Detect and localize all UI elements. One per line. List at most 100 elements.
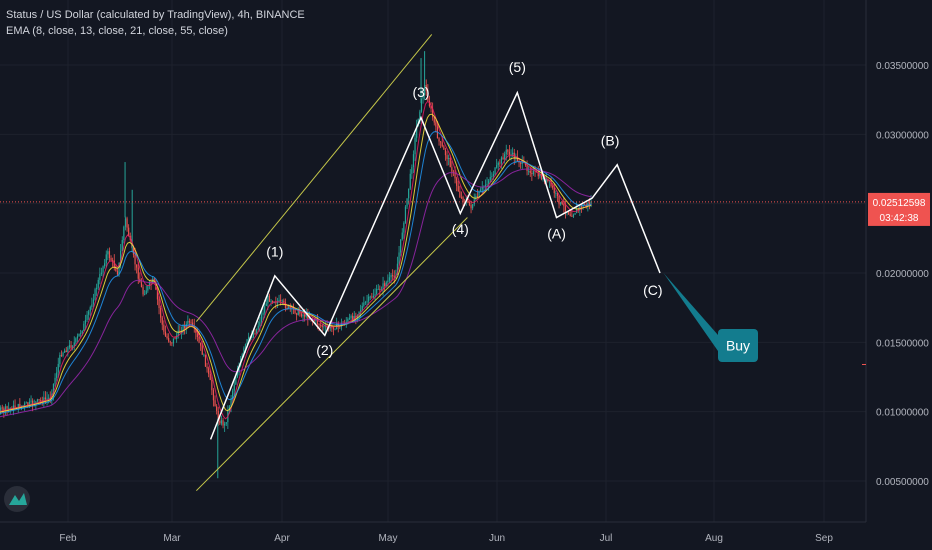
candle-body (371, 296, 373, 298)
candle-body (208, 368, 210, 374)
candle-body (512, 152, 514, 155)
candle-body (350, 315, 352, 319)
candle-body (545, 178, 547, 183)
candle-body (112, 260, 114, 262)
candle-body (220, 420, 223, 424)
candle-body (296, 313, 298, 315)
candle-body (528, 170, 530, 172)
candle-body (409, 173, 411, 189)
candle-body (563, 203, 565, 207)
candle-body (160, 308, 162, 318)
candle-body (396, 263, 399, 276)
candle-body (276, 301, 279, 304)
price-tags: 0.02512598 03:42:38 (868, 192, 930, 226)
candle-body (75, 338, 77, 343)
candle-body (558, 195, 560, 205)
candle-body (257, 325, 259, 329)
candle-body (316, 319, 319, 325)
candle-body (265, 303, 267, 307)
candle-body (217, 410, 219, 421)
candle-body (403, 222, 405, 233)
candle-body (25, 402, 27, 404)
candle-body (416, 126, 418, 138)
candle-body (6, 406, 8, 409)
candle-body (334, 329, 336, 331)
wave-label: (A) (547, 225, 566, 241)
candle-body (172, 338, 175, 344)
candle-body (275, 302, 277, 304)
candle-body (360, 309, 362, 312)
candle-body (393, 276, 395, 278)
candle-body (380, 289, 383, 291)
candle-body (412, 154, 415, 168)
candle-body (408, 188, 410, 199)
price-axis-bg (866, 0, 932, 550)
candle-body (177, 330, 179, 336)
candle-body (92, 299, 95, 305)
candle-body (198, 336, 200, 343)
candle-body (259, 322, 261, 326)
candle-body (569, 214, 571, 216)
tradingview-logo-icon[interactable] (4, 486, 30, 512)
candle-body (115, 267, 117, 272)
wave-label: (2) (316, 342, 333, 358)
candle-body (526, 164, 528, 172)
candle-body (121, 240, 123, 251)
wave-label: (5) (509, 59, 526, 75)
candle-body (574, 213, 576, 215)
candle-body (315, 319, 317, 321)
candle-body (166, 336, 168, 339)
wave-label: (4) (452, 221, 469, 237)
wave-label: (3) (412, 84, 429, 100)
candle-body (211, 379, 213, 391)
candle-body (161, 317, 163, 325)
candle-body (24, 403, 26, 406)
candle-body (120, 250, 122, 263)
candle-body (12, 405, 15, 411)
candle-body (182, 325, 184, 333)
candle-body (116, 271, 119, 275)
candle-body (209, 373, 211, 380)
candle-body (124, 218, 127, 227)
candle-body (137, 267, 139, 279)
candle-body (489, 177, 491, 181)
candle-body (140, 282, 143, 288)
candle-body (484, 184, 487, 187)
candle-body (176, 335, 178, 339)
wave-label: (B) (601, 132, 620, 148)
candle-body (62, 352, 64, 356)
candle-body (568, 212, 570, 215)
candle-body (400, 239, 402, 253)
candle-body (206, 366, 208, 369)
indicator-legend[interactable]: EMA (8, close, 13, close, 21, close, 55,… (6, 25, 228, 37)
candle-body (236, 372, 239, 378)
time-axis: Feb Mar Apr May Jun Jul Aug Sep (0, 521, 866, 544)
candle-body (86, 314, 88, 321)
candle-body (496, 165, 498, 168)
candle-body (185, 323, 187, 329)
candle-body (440, 141, 442, 143)
y-tick-label: 0.01500000 (876, 338, 929, 349)
candle-body (244, 344, 247, 349)
candle-body (241, 353, 243, 359)
candle-body (560, 202, 562, 205)
candle-body (308, 318, 311, 319)
drawings: (1) (2) (3) (4) (5) (A) (B) (C) Buy (0, 34, 866, 492)
candle-body (128, 227, 130, 236)
candle-body (468, 201, 471, 205)
candle-body (404, 206, 407, 223)
candle-body (392, 274, 394, 277)
channel-upper-line (195, 34, 433, 322)
candle-body (76, 336, 79, 339)
candle-body (113, 260, 115, 268)
candle-body (99, 274, 101, 280)
candle-body (502, 157, 504, 160)
ema-line (0, 113, 592, 413)
candle-body (297, 310, 299, 315)
candle-body (35, 401, 37, 405)
candle-body (419, 111, 421, 119)
candle-body (288, 305, 290, 309)
candle-body (492, 174, 495, 177)
candle-body (27, 402, 29, 406)
